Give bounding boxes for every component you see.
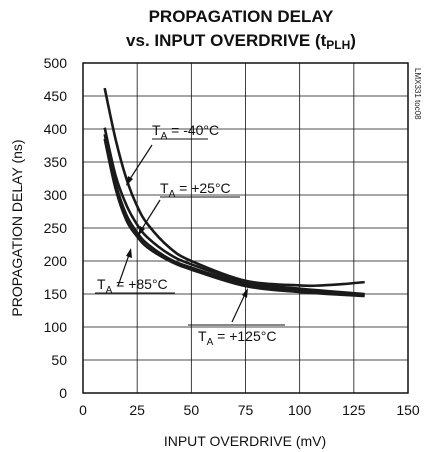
annotation-label-minus40: TA = -40°C (152, 122, 219, 142)
series-line-minus40 (103, 87, 365, 288)
chart-title-line2: vs. INPUT OVERDRIVE (tPLH) (126, 31, 356, 52)
y-tick-label: 50 (51, 352, 67, 368)
y-tick-label: 300 (44, 187, 68, 203)
y-tick-label: 0 (59, 385, 67, 401)
x-tick-label: 150 (396, 402, 420, 418)
annotation-arrow-plus85 (126, 248, 132, 258)
chart-title-line2-prefix: vs. INPUT OVERDRIVE (t (126, 31, 327, 50)
y-tick-label: 100 (44, 319, 68, 335)
annotation-pointer-plus125 (231, 291, 247, 323)
series-line-plus25 (103, 127, 365, 296)
series-lines (103, 87, 365, 298)
annotation-label-plus25: TA = +25°C (160, 180, 231, 200)
y-tick-labels: 0 50 100 150 200 250 300 350 400 450 500 (44, 55, 68, 401)
x-tick-label: 0 (79, 402, 87, 418)
y-tick-label: 350 (44, 154, 68, 170)
x-tick-label: 100 (288, 402, 312, 418)
y-tick-label: 150 (44, 286, 68, 302)
figure-code: LMX331 toc08 (413, 68, 422, 120)
annotation-label-plus125: TA = +125°C (198, 328, 276, 348)
annotation-pointer-minus40 (127, 144, 153, 183)
x-tick-label: 75 (238, 402, 254, 418)
y-tick-label: 400 (44, 121, 68, 137)
annotation-pointer-plus25 (139, 199, 161, 233)
x-tick-label: 125 (342, 402, 366, 418)
chart-title-line1: PROPAGATION DELAY (149, 7, 334, 26)
annotations: TA = -40°C TA = +25°C TA = +85°C TA = +1… (95, 122, 285, 348)
x-axis-label: INPUT OVERDRIVE (mV) (164, 433, 326, 449)
y-axis-label: PROPAGATION DELAY (ns) (9, 139, 25, 316)
annotation-arrow-plus125 (242, 288, 248, 298)
x-tick-labels: 0 25 50 75 100 125 150 (79, 402, 420, 418)
annotation-label-plus85: TA = +85°C (97, 276, 168, 296)
annotation-pointer-plus85 (117, 251, 131, 287)
series-line-plus125 (103, 138, 365, 298)
grid (83, 63, 408, 393)
y-tick-label: 200 (44, 253, 68, 269)
annotation-arrow-plus25 (138, 226, 145, 236)
y-tick-label: 500 (44, 55, 68, 71)
y-tick-label: 450 (44, 88, 68, 104)
chart-title-line2-suffix: ) (350, 31, 356, 50)
series-line-plus85 (103, 133, 365, 297)
annotation-arrow-minus40 (126, 176, 133, 186)
x-tick-label: 50 (184, 402, 200, 418)
y-tick-label: 250 (44, 220, 68, 236)
plot-frame (82, 62, 409, 394)
x-tick-label: 25 (129, 402, 145, 418)
chart-title-line2-sub: PLH (326, 38, 350, 52)
